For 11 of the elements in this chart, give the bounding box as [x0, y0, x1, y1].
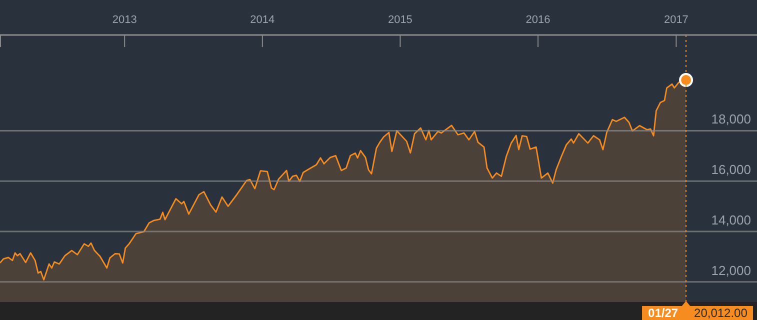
- x-tick-label: 2016: [526, 14, 550, 26]
- x-tick-label: 2013: [112, 14, 137, 26]
- text: 01/27: [648, 306, 678, 320]
- y-tick-label: 18,000: [711, 112, 751, 127]
- x-tick-label: 2017: [664, 14, 688, 26]
- y-tick-label: 14,000: [711, 212, 751, 228]
- y-tick-label: 12,000: [711, 262, 751, 278]
- y-tick-label: 16,000: [711, 162, 751, 178]
- text: 20,012.00: [694, 306, 748, 320]
- x-tick-label: 2014: [250, 14, 275, 26]
- x-tick-label: 2015: [388, 14, 412, 26]
